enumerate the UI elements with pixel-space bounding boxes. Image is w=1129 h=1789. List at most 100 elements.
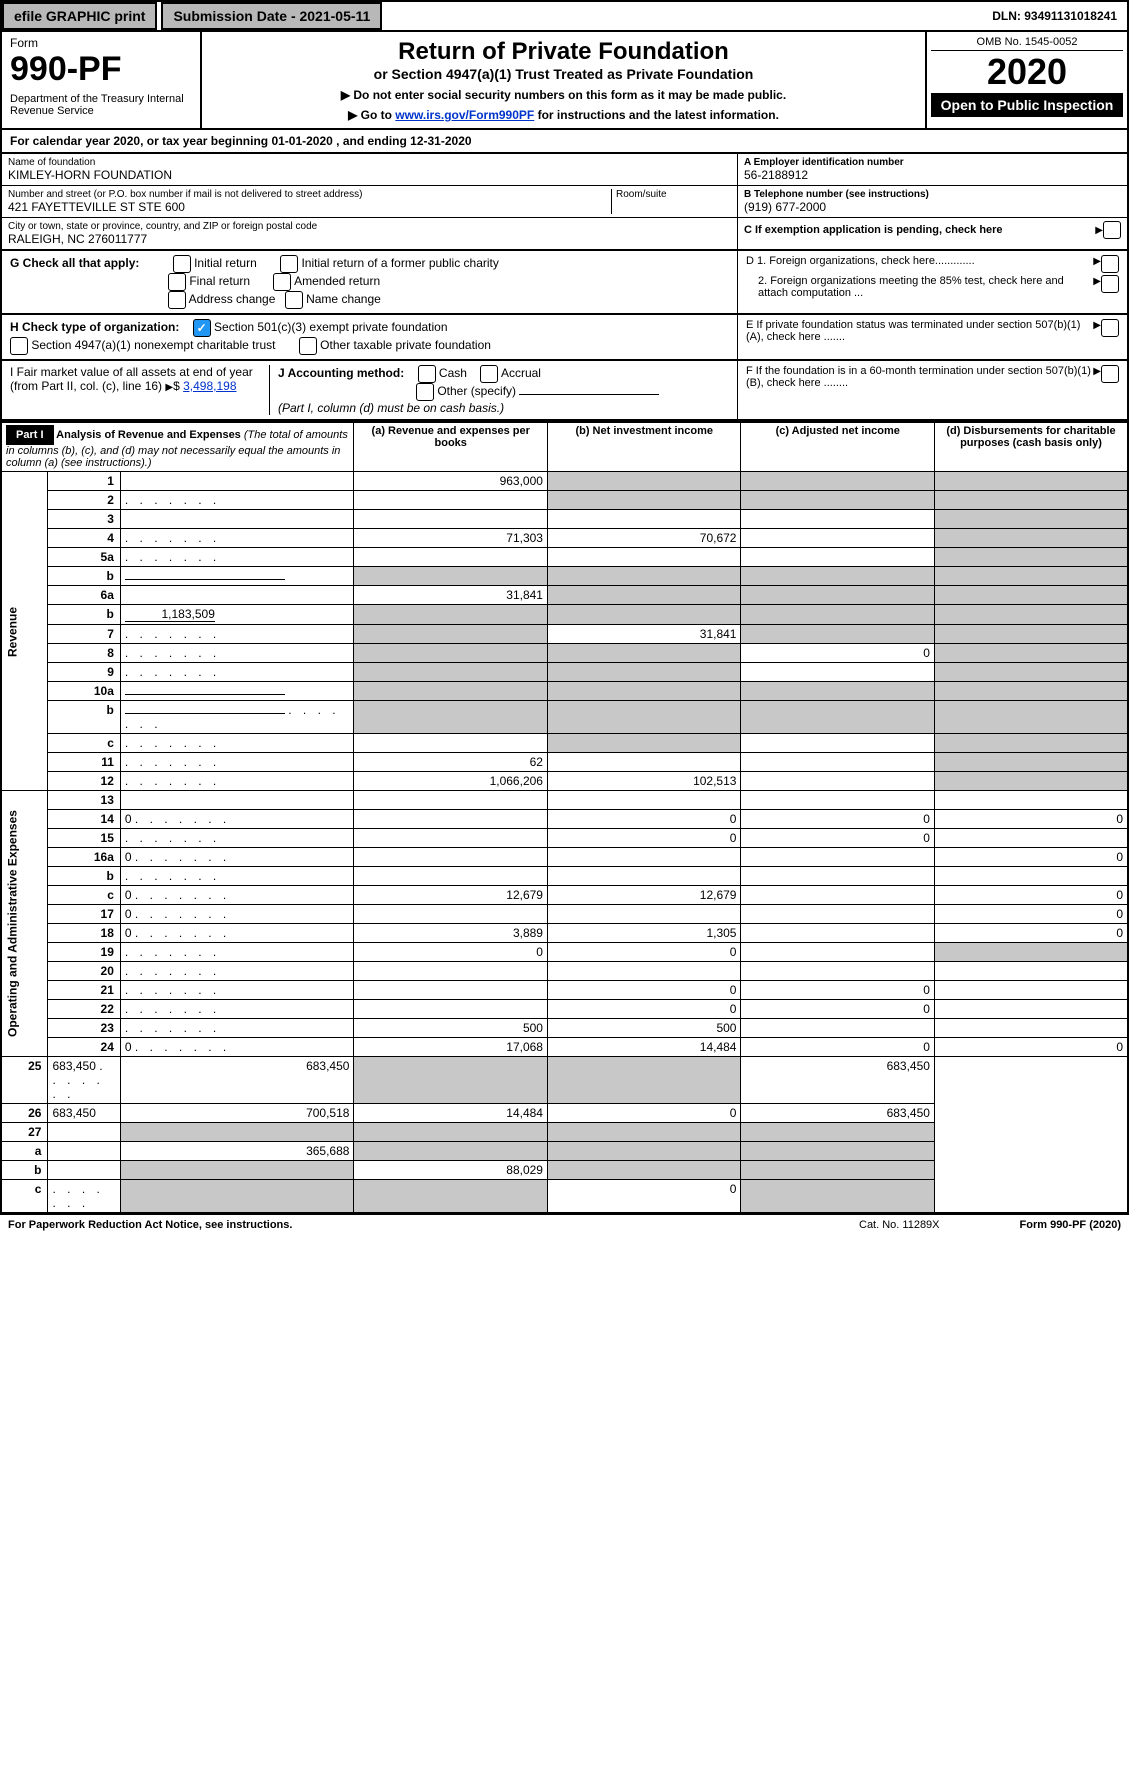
col-c-value <box>741 529 935 548</box>
table-row: 10a <box>1 682 1128 701</box>
col-b-value <box>547 753 741 772</box>
line-description <box>120 586 354 605</box>
col-d-value <box>934 472 1128 491</box>
j-cash-checkbox[interactable] <box>418 365 436 383</box>
g-name-change-checkbox[interactable] <box>285 291 303 309</box>
col-a-value <box>354 810 548 829</box>
arrow-icon <box>165 379 173 393</box>
entity-info: Name of foundation KIMLEY-HORN FOUNDATIO… <box>0 154 1129 251</box>
col-d-header: (d) Disbursements for charitable purpose… <box>934 422 1128 472</box>
col-b-value: 0 <box>547 829 741 848</box>
g-initial-former-checkbox[interactable] <box>280 255 298 273</box>
col-c-value <box>741 472 935 491</box>
table-row: 7 . . . . . . .31,841 <box>1 625 1128 644</box>
address-cell: Number and street (or P.O. box number if… <box>2 186 737 218</box>
line-description: . . . . . . . <box>120 981 354 1000</box>
g-initial-return-checkbox[interactable] <box>173 255 191 273</box>
ein: 56-2188912 <box>744 168 1121 182</box>
col-d-value <box>934 682 1128 701</box>
e-label: E If private foundation status was termi… <box>746 319 1093 343</box>
col-d-value <box>741 1142 935 1161</box>
table-row: a365,688 <box>1 1142 1128 1161</box>
col-b-value: 102,513 <box>547 772 741 791</box>
col-c-value <box>741 663 935 682</box>
col-d-value <box>934 734 1128 753</box>
f-checkbox[interactable] <box>1101 365 1119 383</box>
line-number: 21 <box>48 981 120 1000</box>
line-description <box>120 472 354 491</box>
section-ij: I Fair market value of all assets at end… <box>2 361 737 419</box>
line-number: 15 <box>48 829 120 848</box>
col-d-value: 0 <box>934 1038 1128 1057</box>
line-number: b <box>1 1161 48 1180</box>
line-description: . . . . . . . <box>120 548 354 567</box>
col-a-value <box>354 867 548 886</box>
j-accrual-checkbox[interactable] <box>480 365 498 383</box>
h-501c3-checkbox[interactable]: ✓ <box>193 319 211 337</box>
col-d-value <box>934 605 1128 625</box>
col-b-value: 88,029 <box>354 1161 548 1180</box>
line-number: c <box>48 734 120 753</box>
irs-link[interactable]: www.irs.gov/Form990PF <box>395 108 534 122</box>
col-b-value <box>547 491 741 510</box>
c-checkbox[interactable] <box>1103 221 1121 239</box>
ein-label: A Employer identification number <box>744 157 1121 168</box>
e-checkbox[interactable] <box>1101 319 1119 337</box>
arrow-icon <box>1093 319 1101 343</box>
g-final-return-checkbox[interactable] <box>168 273 186 291</box>
col-c-value: 0 <box>741 829 935 848</box>
col-c-value <box>741 848 935 867</box>
col-d-value <box>741 1123 935 1142</box>
j-note: (Part I, column (d) must be on cash basi… <box>278 401 504 415</box>
col-a-value: 0 <box>354 943 548 962</box>
section-h-row: H Check type of organization: ✓ Section … <box>0 315 1129 361</box>
line-number: 2 <box>48 491 120 510</box>
col-a-value <box>120 1161 354 1180</box>
col-b-value: 0 <box>547 981 741 1000</box>
col-c-value <box>547 1142 741 1161</box>
d1-checkbox[interactable] <box>1101 255 1119 273</box>
col-a-value <box>354 567 548 586</box>
line-number: 27 <box>1 1123 48 1142</box>
c-label: C If exemption application is pending, c… <box>744 224 1095 236</box>
h-4947-checkbox[interactable] <box>10 337 28 355</box>
g-amended-checkbox[interactable] <box>273 273 291 291</box>
col-c-value: 0 <box>741 1000 935 1019</box>
col-d-value <box>934 625 1128 644</box>
line-number: 3 <box>48 510 120 529</box>
section-g: G Check all that apply: Initial return I… <box>2 251 737 314</box>
omb-number: OMB No. 1545-0052 <box>931 36 1123 51</box>
table-row: 12 . . . . . . .1,066,206102,513 <box>1 772 1128 791</box>
city-label: City or town, state or province, country… <box>8 221 731 232</box>
line-number: 17 <box>48 905 120 924</box>
col-a-value <box>354 905 548 924</box>
efile-print-button[interactable]: efile GRAPHIC print <box>2 2 157 30</box>
i-value[interactable]: 3,498,198 <box>183 379 236 393</box>
col-c-value <box>741 605 935 625</box>
part1-head: Analysis of Revenue and Expenses <box>56 429 241 441</box>
form-header: Form 990-PF Department of the Treasury I… <box>0 32 1129 130</box>
d2-checkbox[interactable] <box>1101 275 1119 293</box>
h-other-checkbox[interactable] <box>299 337 317 355</box>
col-b-value: 1,305 <box>547 924 741 943</box>
col-d-value <box>934 663 1128 682</box>
section-h: H Check type of organization: ✓ Section … <box>2 315 737 360</box>
line-description: 0 . . . . . . . <box>120 905 354 924</box>
j-other-checkbox[interactable] <box>416 383 434 401</box>
col-b-value <box>354 1057 548 1104</box>
part1-label: Part I <box>6 425 54 445</box>
line-number: b <box>48 867 120 886</box>
col-b-value <box>547 962 741 981</box>
line-description <box>48 1123 120 1142</box>
col-a-value: 71,303 <box>354 529 548 548</box>
table-row: 23 . . . . . . .500500 <box>1 1019 1128 1038</box>
col-d-value <box>934 548 1128 567</box>
line-description: . . . . . . . <box>120 943 354 962</box>
table-row: 240 . . . . . . .17,06814,48400 <box>1 1038 1128 1057</box>
g-address-change-checkbox[interactable] <box>168 291 186 309</box>
col-c-value <box>547 1161 741 1180</box>
col-b-value <box>547 663 741 682</box>
form-id-block: Form 990-PF Department of the Treasury I… <box>2 32 202 128</box>
line-number: 20 <box>48 962 120 981</box>
table-row: 6a31,841 <box>1 586 1128 605</box>
